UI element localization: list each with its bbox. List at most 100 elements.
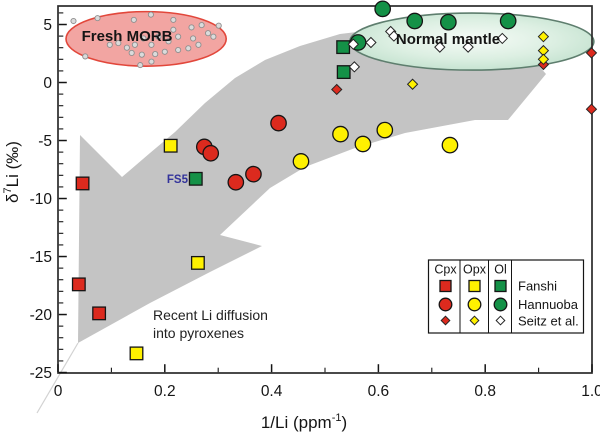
morb-dot <box>140 35 147 42</box>
y-tick-label: -20 <box>30 307 53 324</box>
morb-dot <box>161 48 168 55</box>
diffusion-annotation-line1: Recent Li diffusion <box>153 307 268 323</box>
y-tick-label: -10 <box>30 191 53 208</box>
marker-seitz-ol <box>388 30 400 42</box>
legend-symbol-diamond <box>495 315 506 326</box>
y-tick-label: 5 <box>43 17 52 34</box>
morb-dot <box>188 24 195 31</box>
morb-dot <box>138 51 145 58</box>
legend-symbol-circle <box>467 297 482 312</box>
axis-ticks <box>57 12 593 374</box>
morb-dot <box>205 30 212 37</box>
marker-hannuoba-ol <box>374 0 392 18</box>
marker-fanshi-ol <box>336 65 351 80</box>
marker-fanshi-opx <box>163 138 178 153</box>
fresh-morb-label: Fresh MORB <box>82 28 173 45</box>
legend-col-opx: Opx <box>463 263 487 277</box>
legend-col-cpx: Cpx <box>434 263 457 277</box>
x-tick-label: 0.8 <box>474 383 496 400</box>
marker-hannuoba-opx <box>292 153 310 170</box>
marker-hannuoba-cpx <box>227 173 245 191</box>
marker-seitz-cpx <box>331 83 343 96</box>
marker-hannuoba-opx <box>354 135 372 153</box>
marker-hannuoba-ol <box>440 13 457 31</box>
marker-seitz-ol <box>462 41 474 53</box>
x-tick-label: 0.6 <box>368 383 390 400</box>
marker-hannuoba-ol <box>406 12 424 30</box>
morb-dot <box>170 26 177 33</box>
morb-dot <box>170 16 177 23</box>
morb-dot <box>195 41 202 48</box>
diffusion-annotation-line2: into pyroxenes <box>153 325 244 341</box>
legend-symbol-circle <box>438 297 453 312</box>
legend-symbol-square <box>468 279 481 293</box>
morb-dot <box>128 49 135 56</box>
marker-fanshi-cpx <box>75 176 90 191</box>
morb-dot <box>148 41 155 48</box>
marker-hannuoba-opx <box>332 125 349 143</box>
x-tick-label: 0 <box>54 383 63 400</box>
legend-symbol-circle <box>493 297 508 312</box>
marker-hannuoba-cpx <box>245 165 262 183</box>
morb-dot <box>175 46 182 54</box>
morb-dot <box>106 41 113 48</box>
legend-row-seitz: Seitz et al. <box>518 314 579 329</box>
marker-seitz-opx <box>537 30 550 43</box>
morb-dot <box>152 51 159 58</box>
marker-seitz-cpx <box>585 47 598 59</box>
morb-dot <box>130 16 137 23</box>
y-tick-label: -5 <box>38 133 52 150</box>
arrow-tip-line <box>36 342 79 414</box>
morb-dot <box>175 33 182 40</box>
morb-dot <box>190 35 197 42</box>
marker-seitz-ol <box>496 32 508 45</box>
y-tick-label: -15 <box>30 249 52 266</box>
marker-seitz-ol <box>347 38 360 50</box>
morb-dot <box>147 11 154 18</box>
marker-fanshi-cpx <box>71 277 86 292</box>
morb-dot <box>70 17 77 25</box>
normal-mantle-label: Normal mantle <box>396 31 500 48</box>
morb-dot <box>210 33 217 40</box>
x-tick-label: 1.0 <box>581 383 600 400</box>
marker-hannuoba-cpx <box>202 144 220 162</box>
x-axis-title: 1/Li (ppm-1) <box>261 412 347 432</box>
marker-seitz-opx <box>406 78 419 90</box>
morb-dot <box>155 33 162 40</box>
marker-hannuoba-opx <box>441 136 459 154</box>
axis-tick-labels: 0 0.2 0.4 0.6 0.8 1.0 5 0 -5 -10 -15 -20 -25 <box>30 17 600 400</box>
legend-row-fanshi: Fanshi <box>518 279 557 294</box>
legend-box <box>427 259 585 334</box>
y-tick-label: -25 <box>30 365 52 382</box>
fs5-annotation: FS5 <box>167 174 189 186</box>
x-tick-label: 0.2 <box>154 383 176 400</box>
morb-dot <box>137 62 144 69</box>
legend-symbol-square <box>494 279 507 293</box>
morb-dot <box>215 22 222 29</box>
morb-dot <box>198 22 205 29</box>
data-markers <box>71 0 598 361</box>
marker-seitz-ol <box>365 36 377 49</box>
marker-fanshi-ol <box>188 171 203 186</box>
morb-dot <box>123 44 130 51</box>
legend-col-ol: Ol <box>494 263 507 277</box>
marker-hannuoba-opx <box>376 121 394 139</box>
morb-dot <box>148 58 155 65</box>
marker-fanshi-opx <box>190 255 205 270</box>
y-axis-title: δ7Li (‰) <box>2 141 22 203</box>
legend-symbols <box>438 279 508 326</box>
marker-seitz-cpx <box>585 103 598 115</box>
legend-symbol-diamond <box>469 315 480 326</box>
marker-hannuoba-ol <box>499 12 517 30</box>
marker-fanshi-ol <box>336 40 351 55</box>
legend-row-hannuoba: Hannuoba <box>518 297 579 312</box>
y-tick-label: 0 <box>43 75 52 92</box>
marker-seitz-ol <box>348 61 361 73</box>
morb-dot <box>131 41 138 48</box>
plot-frame <box>57 5 593 374</box>
morb-dot <box>185 45 192 52</box>
morb-dot <box>82 53 89 60</box>
marker-fanshi-opx <box>129 346 144 361</box>
marker-fanshi-cpx <box>92 306 107 321</box>
